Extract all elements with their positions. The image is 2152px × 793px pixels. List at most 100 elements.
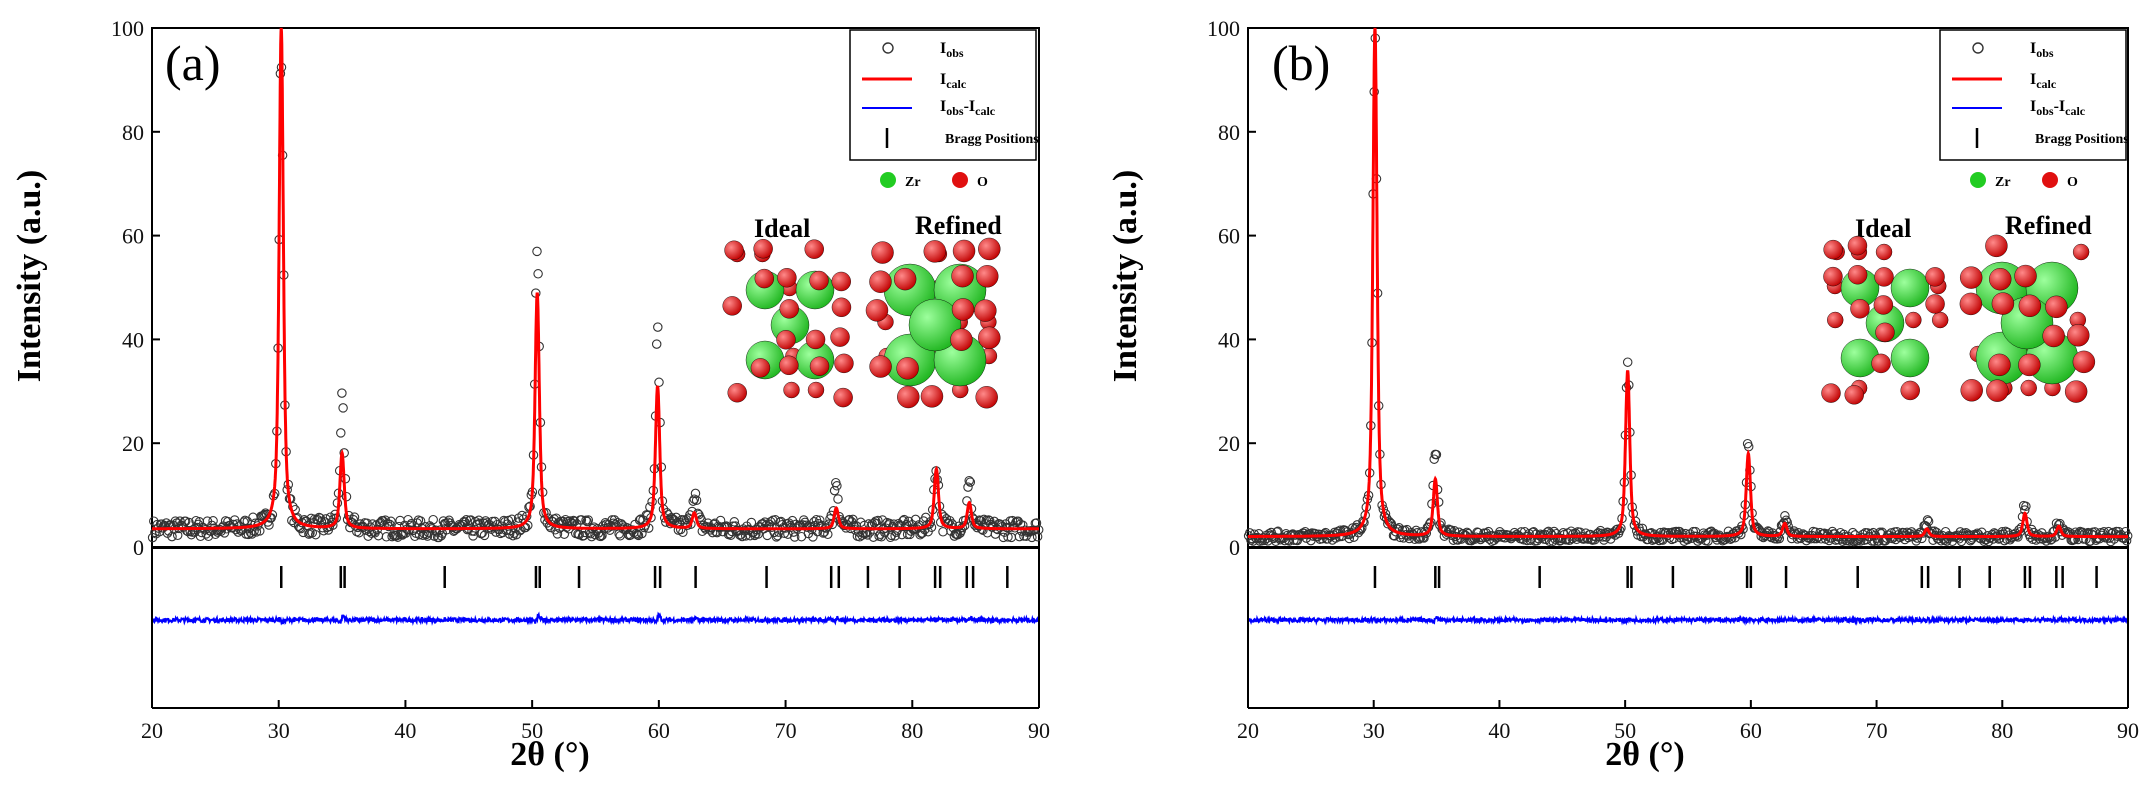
iobs-point (984, 515, 995, 526)
x-tick-label: 60 (648, 718, 670, 743)
o-atom (2072, 350, 2096, 374)
iobs-point (415, 516, 426, 526)
x-tick-label: 20 (141, 718, 163, 743)
o-atom (1986, 379, 2009, 402)
icalc-line (1248, 27, 2128, 539)
o-atom (1875, 322, 1895, 343)
o-atom (2045, 295, 2068, 319)
icalc-line (152, 27, 1039, 531)
refined-structure-label: Refined (915, 211, 1002, 240)
o-atom (951, 298, 975, 321)
o-atom (1850, 299, 1870, 319)
o-atom (976, 265, 999, 288)
o-atom (920, 385, 944, 408)
iobs-point (597, 530, 607, 541)
y-tick-label: 40 (1218, 327, 1240, 352)
iobs-point (809, 517, 819, 527)
iobs-point (1780, 511, 1790, 521)
o-atom (727, 383, 747, 403)
iobs-point (507, 514, 517, 525)
iobs-point (746, 517, 757, 528)
iobs-point (559, 529, 570, 539)
iobs-point (255, 526, 265, 536)
o-atom (978, 326, 1001, 349)
iobs-point (729, 517, 740, 527)
iobs-point (184, 517, 194, 528)
legend-diff-label: Iobs-Icalc (2030, 98, 2086, 118)
iobs-point (247, 529, 257, 539)
iobs-point (552, 529, 563, 539)
x-tick-label: 20 (1237, 718, 1259, 743)
y-tick-label: 20 (122, 431, 144, 456)
iobs-point (938, 527, 948, 537)
iobs-point (726, 530, 736, 541)
iobs-point (997, 521, 1008, 532)
ideal-structure-label: Ideal (754, 214, 810, 243)
bragg-positions (279, 566, 1009, 588)
iobs-point (203, 531, 214, 542)
iobs-point (1431, 449, 1442, 460)
x-tick-label: 30 (268, 718, 290, 743)
iobs-point (675, 524, 686, 535)
x-tick-label: 40 (1488, 718, 1510, 743)
iobs-point (395, 515, 405, 526)
x-tick-label: 80 (901, 718, 923, 743)
bragg-positions (1373, 566, 2098, 588)
refined-structure-label: Refined (2005, 211, 2092, 240)
y-tick-label: 40 (122, 327, 144, 352)
y-tick-label: 80 (122, 120, 144, 145)
iobs-point (873, 515, 883, 526)
diff-line (1247, 614, 2128, 626)
iobs-point (609, 515, 620, 525)
y-tick-label: 0 (1229, 535, 1240, 560)
legend-obs-label: Iobs (940, 40, 964, 60)
panel-a-legend: Iobs Icalc Iobs-Icalc Bragg Positions Zr… (849, 29, 1039, 190)
ideal-crystal-structure (722, 239, 854, 408)
o-atom (1959, 266, 1983, 289)
iobs-point (829, 485, 840, 496)
iobs-point (163, 526, 174, 536)
iobs-point (823, 529, 833, 540)
iobs-point (310, 529, 321, 540)
panel-b-label: (b) (1272, 35, 1330, 91)
legend-calc-label: Icalc (2030, 71, 2057, 91)
iobs-point (337, 388, 347, 398)
o-atom (2072, 243, 2090, 261)
o-atom (2064, 380, 2088, 403)
o-atom (807, 381, 825, 399)
iobs-point (666, 512, 677, 523)
x-tick-label: 90 (2117, 718, 2139, 743)
o-atom (1900, 380, 1920, 401)
iobs-point (1027, 532, 1037, 543)
legend-diff-label: Iobs-Icalc (940, 98, 996, 118)
y-tick-label: 80 (1218, 120, 1240, 145)
x-tick-label: 50 (1614, 718, 1636, 743)
o-atom (779, 299, 799, 319)
o-atom (724, 240, 744, 260)
o-atom (779, 355, 799, 376)
o-atom (978, 237, 1001, 261)
iobs-point (231, 524, 241, 535)
o-atom (754, 268, 775, 289)
iobs-point (583, 515, 594, 525)
o-atom (1959, 292, 1983, 316)
iobs-point (654, 377, 664, 388)
iobs-point (533, 269, 543, 279)
o-atom (1989, 268, 2012, 291)
iobs-point (2119, 533, 2130, 544)
iobs-point (690, 488, 701, 499)
iobs-point (172, 530, 183, 541)
x-tick-label: 40 (394, 718, 416, 743)
o-atom (974, 299, 997, 322)
x-tick-label: 60 (1740, 718, 1762, 743)
iobs-point (338, 403, 348, 413)
y-tick-label: 60 (1218, 224, 1240, 249)
o-atom (2020, 379, 2037, 397)
iobs-point (771, 532, 782, 542)
iobs-point (1987, 529, 1997, 540)
o-atom (2018, 294, 2042, 317)
o-atom (804, 239, 824, 259)
o-atom (869, 270, 892, 293)
o-atom (805, 329, 826, 350)
o-atom (1871, 353, 1891, 374)
